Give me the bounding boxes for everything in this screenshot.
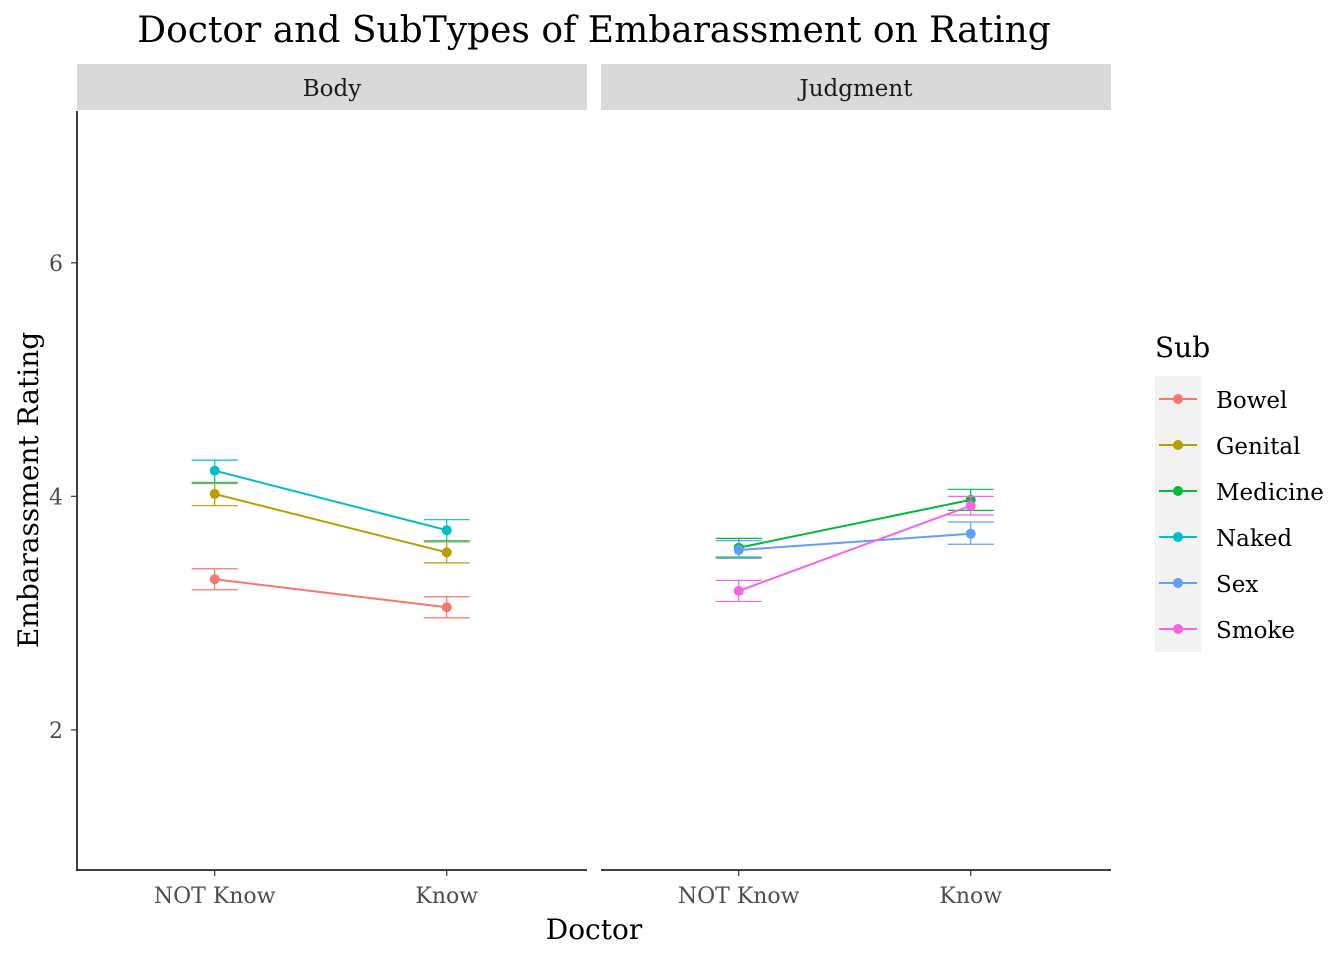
data-point: [965, 500, 976, 511]
y-tick-label: 6: [49, 252, 63, 277]
facet-strip-label: Judgment: [798, 76, 914, 102]
data-point: [441, 602, 452, 613]
series-line: [738, 498, 971, 549]
legend-label: Bowel: [1216, 388, 1287, 414]
data-point: [733, 585, 744, 596]
legend-label: Smoke: [1216, 618, 1295, 644]
facet-panel-judgment: Judgment NOT Know Know: [601, 64, 1111, 909]
legend: Sub Bowel Genital Medicine Naked Sex Smoke: [1155, 331, 1324, 652]
legend-key-point: [1173, 440, 1183, 450]
series-medicine: [715, 488, 994, 558]
y-tick-label: 4: [49, 485, 63, 510]
legend-label: Naked: [1216, 526, 1292, 552]
legend-item-sex: Sex: [1159, 572, 1258, 598]
series-genital: [191, 482, 470, 564]
y-tick-label: 2: [49, 719, 63, 744]
chart-title: Doctor and SubTypes of Embarassment on R…: [137, 10, 1051, 51]
legend-label: Genital: [1216, 434, 1300, 460]
legend-item-bowel: Bowel: [1159, 388, 1287, 414]
y-axis-title: Embarassment Rating: [12, 332, 45, 648]
series-line: [214, 578, 447, 609]
data-point: [733, 545, 744, 556]
data-point: [209, 574, 220, 585]
series-line: [214, 493, 447, 554]
series-naked: [191, 459, 470, 542]
series-smoke: [715, 495, 994, 603]
data-point: [441, 547, 452, 558]
data-point: [209, 489, 220, 500]
legend-label: Sex: [1216, 572, 1258, 598]
series-line: [214, 469, 447, 532]
data-point: [965, 528, 976, 539]
legend-item-medicine: Medicine: [1159, 480, 1324, 506]
series-sex: [715, 521, 994, 559]
x-tick-label: Know: [415, 884, 478, 909]
x-tick-label: Know: [939, 884, 1002, 909]
legend-item-naked: Naked: [1159, 526, 1292, 552]
series-line: [738, 532, 971, 552]
legend-item-smoke: Smoke: [1159, 618, 1295, 644]
legend-key-point: [1173, 578, 1183, 588]
legend-key-point: [1173, 486, 1183, 496]
legend-title: Sub: [1155, 331, 1210, 364]
facet-panels: Body 2 4 6 NOT Know Know Judgment NOT Know Know: [49, 64, 1111, 909]
data-point: [441, 525, 452, 536]
legend-label: Medicine: [1216, 480, 1324, 506]
legend-key-point: [1173, 532, 1183, 542]
legend-key-point: [1173, 394, 1183, 404]
legend-key-background: [1155, 376, 1201, 652]
series-bowel: [191, 568, 470, 619]
legend-items: Bowel Genital Medicine Naked Sex Smoke: [1159, 388, 1324, 644]
x-tick-label: NOT Know: [154, 884, 276, 909]
facet-strip: [601, 64, 1111, 110]
facet-strip: [77, 64, 587, 110]
x-tick-label: NOT Know: [678, 884, 800, 909]
legend-item-genital: Genital: [1159, 434, 1300, 460]
facet-strip-label: Body: [303, 76, 361, 102]
x-axis-title: Doctor: [546, 913, 643, 946]
series-line: [738, 504, 972, 592]
data-point: [209, 465, 220, 476]
legend-key-point: [1173, 624, 1183, 634]
facet-panel-body: Body 2 4 6 NOT Know Know: [49, 64, 587, 909]
